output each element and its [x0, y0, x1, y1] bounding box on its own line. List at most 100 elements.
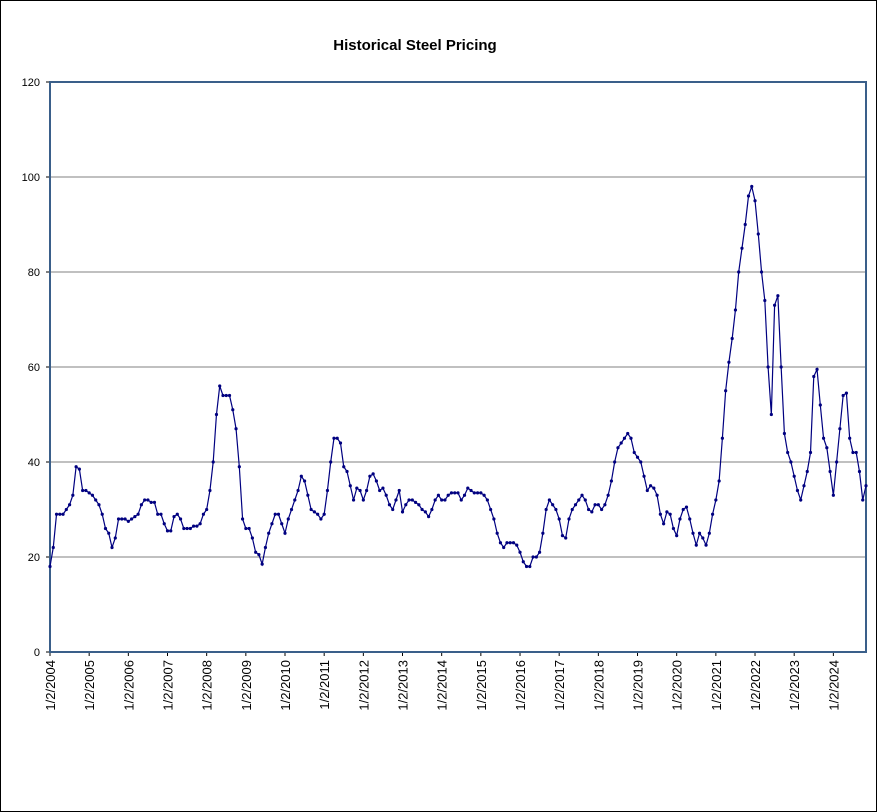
- point: [224, 393, 228, 398]
- point: [704, 543, 708, 547]
- point: [387, 503, 392, 507]
- point: [365, 488, 369, 493]
- point: [335, 436, 339, 440]
- point: [394, 498, 398, 502]
- point: [404, 503, 408, 507]
- point: [420, 507, 424, 512]
- point: [724, 389, 728, 393]
- point: [407, 498, 411, 502]
- point: [518, 550, 522, 554]
- point: [267, 531, 271, 535]
- point: [626, 431, 630, 436]
- x-tick-label: 1/2/2009: [239, 660, 254, 711]
- point: [368, 474, 372, 478]
- point: [162, 522, 166, 526]
- x-tick-label: 1/2/2020: [670, 660, 685, 711]
- y-tick-label: 60: [28, 362, 40, 374]
- point: [156, 512, 160, 516]
- point: [773, 303, 777, 307]
- point: [195, 524, 199, 528]
- point: [77, 467, 81, 471]
- point: [544, 507, 548, 512]
- point: [283, 531, 287, 535]
- point: [312, 510, 316, 514]
- point: [54, 512, 59, 516]
- point: [257, 553, 261, 557]
- point: [609, 479, 614, 483]
- point: [658, 512, 662, 516]
- point: [697, 531, 702, 535]
- point: [508, 541, 512, 545]
- x-tick-label: 1/2/2016: [513, 660, 528, 711]
- point: [107, 531, 111, 535]
- point: [332, 436, 336, 440]
- plot-border: [49, 81, 867, 653]
- point: [169, 529, 173, 533]
- point: [378, 488, 382, 493]
- plot: [48, 184, 868, 569]
- point: [524, 564, 529, 569]
- point: [260, 562, 264, 566]
- point: [815, 367, 819, 371]
- point: [143, 498, 147, 502]
- point: [495, 531, 499, 535]
- point: [244, 526, 248, 531]
- point: [746, 194, 751, 198]
- point: [730, 336, 734, 341]
- point: [714, 498, 718, 502]
- point: [681, 507, 685, 512]
- point: [462, 493, 467, 497]
- point: [799, 498, 803, 502]
- point: [515, 543, 519, 547]
- point: [97, 503, 101, 507]
- point: [322, 512, 326, 516]
- point: [126, 519, 130, 523]
- point: [100, 512, 104, 516]
- point: [103, 526, 108, 531]
- point: [342, 465, 346, 469]
- point: [492, 517, 496, 521]
- point: [583, 498, 587, 502]
- point: [505, 541, 509, 545]
- point: [668, 512, 672, 516]
- point: [348, 484, 352, 488]
- point: [165, 529, 170, 533]
- point: [81, 488, 85, 493]
- point: [802, 484, 806, 488]
- point: [466, 486, 470, 490]
- point: [113, 536, 117, 540]
- point: [763, 298, 767, 303]
- y-tick-label: 100: [22, 172, 40, 184]
- point: [443, 498, 447, 502]
- point: [293, 498, 297, 502]
- point: [652, 486, 656, 490]
- point: [756, 232, 760, 236]
- x-tick-label: 1/2/2015: [474, 660, 489, 711]
- point: [440, 498, 444, 502]
- point: [172, 515, 176, 519]
- point: [175, 512, 179, 516]
- point: [600, 507, 604, 512]
- point: [263, 545, 268, 550]
- x-tick-label: 1/2/2024: [826, 660, 841, 711]
- point: [694, 543, 698, 547]
- point: [573, 503, 578, 507]
- point: [329, 460, 333, 464]
- point: [123, 517, 127, 521]
- point: [838, 427, 842, 431]
- point: [570, 507, 574, 512]
- point: [639, 460, 643, 464]
- point: [541, 531, 545, 535]
- point: [717, 479, 721, 483]
- point: [776, 294, 780, 298]
- point: [361, 498, 365, 502]
- point: [433, 498, 437, 502]
- point: [139, 503, 143, 507]
- y-tick-label: 40: [28, 457, 40, 469]
- point: [276, 512, 281, 516]
- x-tick-label: 1/2/2008: [200, 660, 215, 711]
- point: [861, 498, 865, 502]
- point: [737, 270, 741, 274]
- point: [551, 503, 555, 507]
